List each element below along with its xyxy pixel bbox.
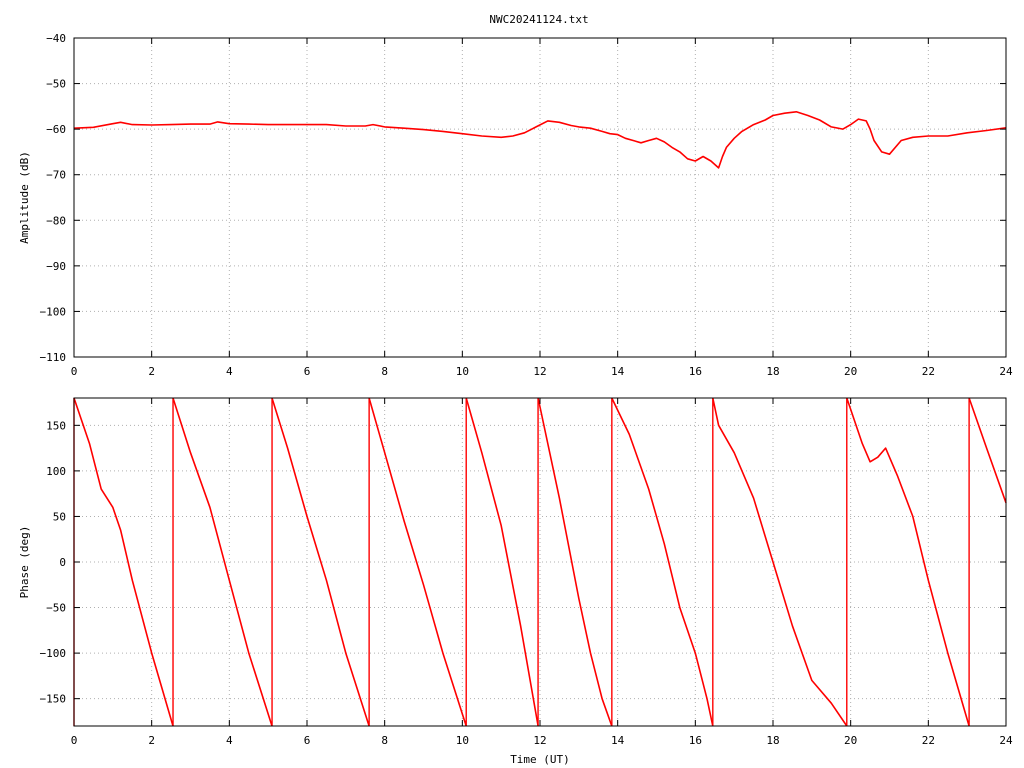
phase-series-line <box>712 397 848 727</box>
x-tick-label: 6 <box>304 365 311 378</box>
phase-axis-label: Phase (deg) <box>18 526 31 599</box>
x-tick-label: 16 <box>689 365 702 378</box>
x-tick-label: 24 <box>999 734 1013 747</box>
x-tick-label: 0 <box>71 734 78 747</box>
y-tick-label: −60 <box>46 123 66 136</box>
x-tick-label: 2 <box>148 734 155 747</box>
y-tick-label: −70 <box>46 169 66 182</box>
phase-series-line <box>368 397 467 727</box>
x-tick-label: 10 <box>456 365 469 378</box>
x-tick-label: 20 <box>844 734 857 747</box>
x-tick-label: 4 <box>226 734 233 747</box>
x-tick-label: 14 <box>611 734 625 747</box>
y-tick-label: −40 <box>46 32 66 45</box>
x-tick-label: 8 <box>381 734 388 747</box>
chart-title: NWC20241124.txt <box>489 13 588 26</box>
x-tick-label: 6 <box>304 734 311 747</box>
x-tick-label: 24 <box>999 365 1013 378</box>
x-tick-label: 18 <box>766 734 779 747</box>
phase-series-line <box>271 397 370 727</box>
y-tick-label: −150 <box>40 693 67 706</box>
y-tick-label: 100 <box>46 465 66 478</box>
amplitude-series-line <box>73 111 1007 169</box>
phase-series-line <box>172 397 273 727</box>
x-tick-label: 12 <box>533 365 546 378</box>
phase-series-line <box>968 397 1007 504</box>
x-tick-label: 22 <box>922 734 935 747</box>
y-tick-label: −110 <box>40 351 67 364</box>
x-tick-label: 10 <box>456 734 469 747</box>
y-tick-label: −80 <box>46 214 66 227</box>
y-tick-label: 0 <box>59 556 66 569</box>
y-tick-label: −90 <box>46 260 66 273</box>
y-tick-label: 50 <box>53 510 66 523</box>
x-tick-label: 2 <box>148 365 155 378</box>
phase-series-line <box>73 397 174 727</box>
x-tick-label: 8 <box>381 365 388 378</box>
y-tick-label: −100 <box>40 647 67 660</box>
x-tick-label: 12 <box>533 734 546 747</box>
y-tick-label: 150 <box>46 419 66 432</box>
y-tick-label: −50 <box>46 78 66 91</box>
phase-series-line <box>465 397 539 727</box>
x-tick-label: 16 <box>689 734 702 747</box>
x-tick-label: 20 <box>844 365 857 378</box>
amplitude-axis-label: Amplitude (dB) <box>18 151 31 244</box>
phase-series-line <box>611 397 714 727</box>
phase-series-line <box>846 397 970 727</box>
time-axis-label: Time (UT) <box>510 753 570 766</box>
x-tick-label: 14 <box>611 365 625 378</box>
x-tick-label: 4 <box>226 365 233 378</box>
phase-series-line <box>537 397 613 727</box>
x-tick-label: 22 <box>922 365 935 378</box>
x-tick-label: 0 <box>71 365 78 378</box>
y-tick-label: −100 <box>40 305 67 318</box>
y-tick-label: −50 <box>46 602 66 615</box>
x-tick-label: 18 <box>766 365 779 378</box>
